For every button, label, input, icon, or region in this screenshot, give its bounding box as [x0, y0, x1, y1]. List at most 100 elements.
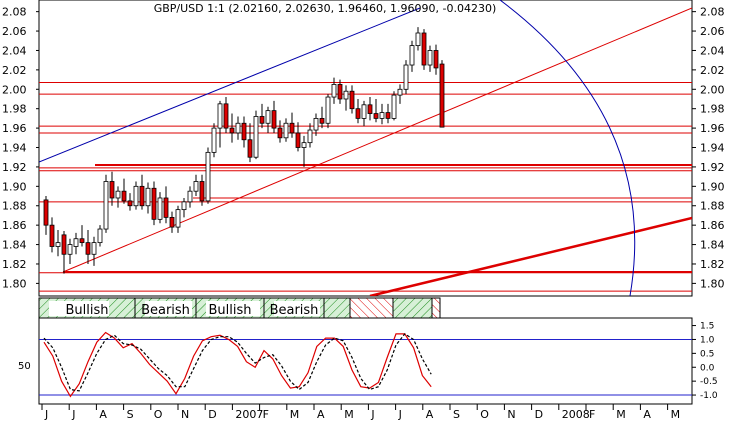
candle-body — [61, 234, 67, 255]
candle-body — [145, 187, 151, 207]
candle-body — [331, 84, 337, 98]
y-tick-label: 2.00 — [700, 83, 725, 96]
candle — [61, 230, 67, 274]
y-tick-label: 2.04 — [2, 44, 27, 57]
candle — [49, 217, 55, 253]
price-axis-right: 2.08 2.06 2.04 2.02 2.00 1.98 1.96 1.94 1.92 1.90… — [692, 6, 725, 290]
candle-body — [139, 185, 145, 207]
x-tick-label: A — [426, 408, 434, 421]
pattern-segment-box — [392, 297, 433, 319]
candle-body — [409, 45, 415, 66]
candle — [409, 40, 415, 72]
candle-body — [265, 110, 271, 124]
pattern-segment: Bullish — [195, 297, 265, 319]
pattern-segment-box — [323, 297, 351, 319]
x-tick-label: A — [99, 408, 107, 421]
candle — [241, 116, 247, 148]
candle — [307, 123, 313, 148]
x-tick-label: J — [370, 408, 374, 421]
candle — [175, 205, 181, 233]
y-tick-label: 1.94 — [700, 142, 725, 155]
y-tick-label: 2.02 — [2, 64, 27, 77]
y-tick-label: 2.06 — [2, 25, 27, 38]
x-tick-label: O — [154, 408, 163, 421]
y-tick-label: 1.90 — [700, 180, 725, 193]
candle — [283, 118, 289, 142]
y-tick-label: 1.92 — [700, 161, 725, 174]
osc-left-label: 50 — [18, 361, 31, 372]
candle-body — [343, 90, 349, 100]
candle-body — [367, 104, 373, 114]
pattern-label: Bearish — [270, 303, 319, 318]
x-tick-label: O — [480, 408, 489, 421]
candle — [151, 181, 157, 226]
candle — [415, 27, 421, 51]
y-tick-label: 2.08 — [700, 6, 725, 19]
candle — [271, 100, 277, 133]
y-tick-label: 1.88 — [2, 200, 27, 213]
candle — [367, 97, 373, 121]
price-panel — [38, 0, 693, 297]
candlestick-series — [43, 27, 445, 274]
pattern-segment — [431, 297, 441, 319]
candle — [319, 106, 325, 129]
candle-body — [127, 200, 133, 207]
candle — [79, 225, 85, 247]
candle — [301, 135, 307, 167]
candle-body — [109, 181, 115, 199]
x-tick-label: J — [398, 408, 402, 421]
candle-body — [211, 127, 217, 153]
y-tick-label: 1.86 — [2, 219, 27, 232]
candle — [421, 29, 427, 70]
y-tick-label: 1.98 — [2, 103, 27, 116]
candle-body — [235, 122, 241, 134]
candle-body — [439, 63, 445, 128]
candle — [181, 197, 187, 218]
candle-body — [349, 90, 355, 110]
candle — [103, 174, 109, 233]
candle-body — [421, 32, 427, 66]
candle-body — [283, 122, 289, 139]
candle-body — [55, 242, 61, 247]
candle-body — [229, 127, 235, 134]
y-tick-label: 1.80 — [2, 277, 27, 290]
pattern-label-bg — [49, 301, 109, 316]
x-tick-label: 2008 — [562, 408, 590, 421]
candle-body — [247, 139, 253, 158]
x-tick-label: A — [643, 408, 651, 421]
candle-body — [169, 216, 175, 228]
x-tick-label: D — [535, 408, 543, 421]
oscillator-axis: 1.5 1.0 0.5 0.0 -0.5 -1.0 50 — [18, 322, 718, 401]
y-tick-label: 1.94 — [2, 142, 27, 155]
time-axis: J J A S O N D 2007 F M A M J J A S O N D 2008 F M A M — [39, 403, 692, 421]
candle — [145, 182, 151, 214]
candle-body — [301, 142, 307, 148]
candle-body — [403, 64, 409, 90]
candle — [133, 181, 139, 210]
oscillator-lines — [39, 331, 692, 398]
candle-body — [97, 228, 103, 244]
candle — [217, 100, 223, 148]
candle-body — [121, 190, 127, 202]
pattern-label-bg — [145, 301, 192, 316]
candle-body — [73, 238, 79, 247]
candle — [373, 98, 379, 123]
candle — [439, 60, 445, 128]
pattern-label: Bearish — [141, 303, 190, 318]
candle-body — [271, 110, 277, 129]
candle-body — [115, 190, 121, 199]
pattern-segment: Bearish — [263, 297, 325, 319]
candle-body — [385, 112, 391, 119]
x-tick-label: M — [671, 408, 681, 421]
pattern-segment: Bearish — [134, 297, 197, 319]
x-tick-label: F — [263, 408, 269, 421]
candle — [121, 178, 127, 204]
candle — [379, 103, 385, 125]
candle-body — [217, 103, 223, 129]
candle — [157, 192, 163, 224]
candle-body — [373, 113, 379, 119]
y-tick-label: 2.04 — [700, 44, 725, 57]
candle — [331, 77, 337, 104]
